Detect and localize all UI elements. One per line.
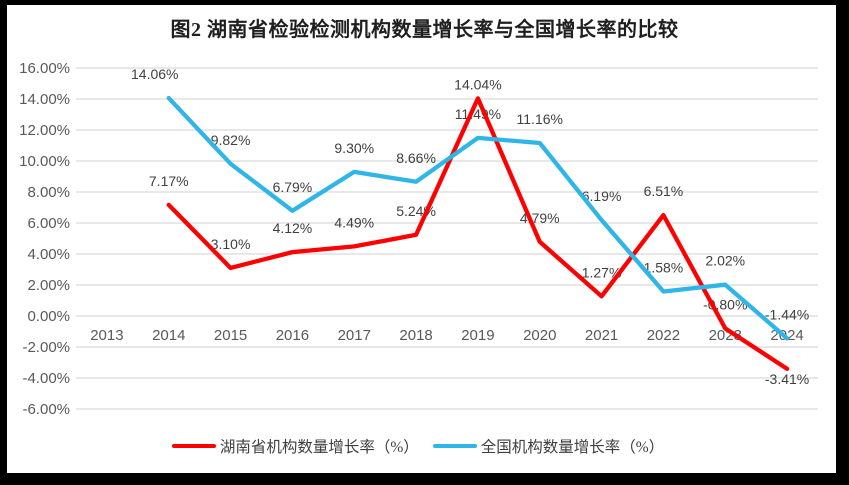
legend-label-national: 全国机构数量增长率（%）: [480, 439, 665, 456]
data-label: 6.79%: [273, 179, 313, 195]
y-axis-tick-label: -2.00%: [22, 339, 70, 356]
x-axis-tick-label: 2013: [90, 327, 123, 344]
x-axis-tick-label: 2021: [585, 327, 618, 344]
y-axis-tick-label: 10.00%: [19, 153, 70, 170]
y-axis-tick-label: 0.00%: [27, 308, 70, 325]
data-label: 8.66%: [396, 150, 436, 166]
chart-legend: 湖南省机构数量增长率（%） 全国机构数量增长率（%）: [0, 433, 836, 459]
y-axis-tick-label: 8.00%: [27, 184, 70, 201]
data-label: -3.41%: [765, 371, 809, 387]
y-axis-tick-label: 12.00%: [19, 122, 70, 139]
legend-item-national: 全国机构数量增长率（%）: [432, 435, 665, 457]
chart-canvas: [7, 5, 836, 473]
legend-item-hunan: 湖南省机构数量增长率（%）: [171, 435, 419, 457]
x-axis-tick-label: 2017: [338, 327, 371, 344]
x-axis-tick-label: 2022: [647, 327, 680, 344]
data-label: 11.49%: [455, 106, 501, 122]
data-label: 1.27%: [582, 264, 622, 280]
data-label: 2.02%: [705, 253, 745, 269]
y-axis-tick-label: -4.00%: [22, 370, 70, 387]
chart-title: 图2 湖南省检验检测机构数量增长率与全国增长率的比较: [170, 19, 679, 41]
national-series-swatch: [432, 443, 477, 449]
y-axis-tick-label: 4.00%: [27, 246, 70, 263]
y-axis-tick-label: -6.00%: [22, 401, 70, 418]
data-label: 14.04%: [454, 76, 501, 92]
data-label: 14.06%: [131, 66, 178, 82]
y-axis-tick-label: 6.00%: [27, 215, 70, 232]
national-series-line: [166, 95, 790, 341]
data-label: 3.10%: [211, 236, 251, 252]
data-label: 6.51%: [644, 183, 684, 199]
y-axis-tick-label: 16.00%: [19, 60, 70, 77]
data-label: 9.82%: [211, 132, 251, 148]
data-label: 4.49%: [334, 214, 374, 230]
x-axis-tick-label: 2014: [152, 327, 185, 344]
data-label: 4.12%: [273, 220, 313, 236]
x-axis-tick-label: 2019: [461, 327, 494, 344]
x-axis-tick-label: 2016: [276, 327, 309, 344]
x-axis-tick-label: 2015: [214, 327, 247, 344]
x-axis-tick-label: 2018: [399, 327, 432, 344]
y-axis-tick-label: 2.00%: [27, 277, 70, 294]
data-label: 11.16%: [517, 111, 563, 127]
legend-label-hunan: 湖南省机构数量增长率（%）: [219, 439, 419, 456]
data-label: 7.17%: [149, 173, 189, 189]
hunan-series-line: [166, 96, 790, 372]
data-label: -1.44%: [765, 306, 809, 322]
x-axis-tick-label: 2020: [523, 327, 556, 344]
x-axis-tick-label: 2023: [709, 327, 742, 344]
data-label: 6.19%: [582, 188, 622, 204]
hunan-series-swatch: [171, 443, 216, 449]
y-axis-tick-label: 14.00%: [19, 91, 70, 108]
data-label: 1.58%: [644, 260, 684, 276]
data-label: 9.30%: [334, 140, 374, 156]
